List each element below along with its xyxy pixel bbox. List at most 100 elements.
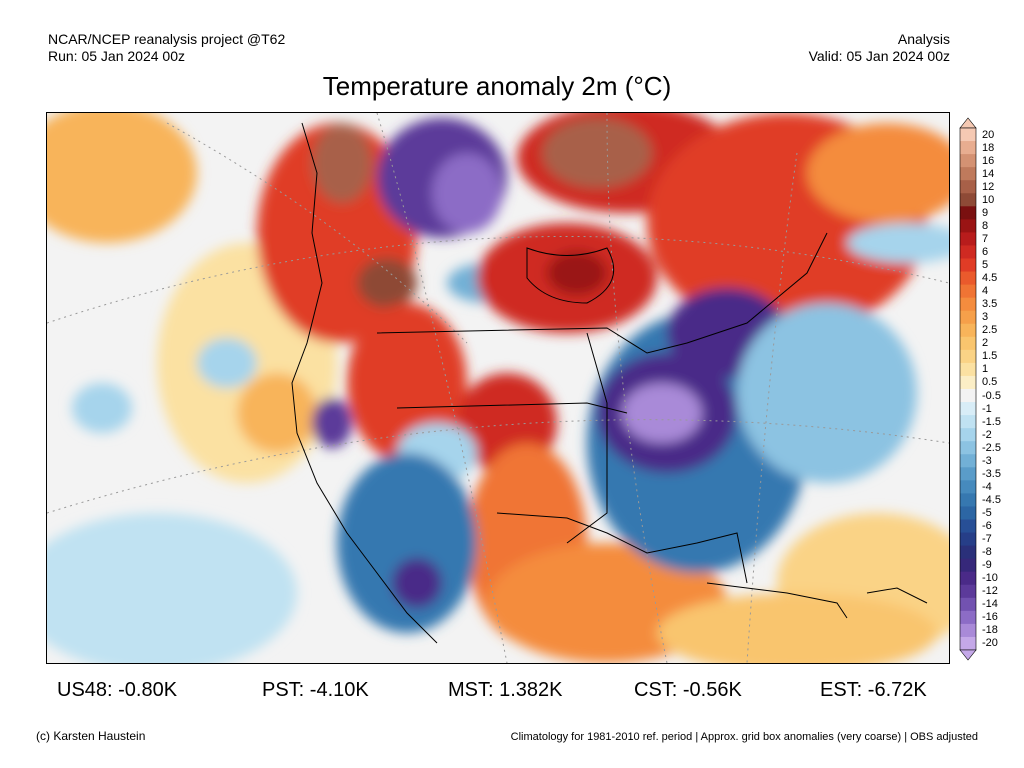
colorbar-tick-label: 8 (982, 219, 989, 232)
colorbar-swatch (960, 428, 976, 442)
stat-cst: CST: -0.56K (634, 679, 742, 701)
colorbar-swatch (960, 219, 976, 233)
colorbar-swatch (960, 415, 976, 429)
colorbar-swatch (960, 141, 976, 155)
colorbar-tick-label: -3.5 (982, 467, 1001, 480)
colorbar-swatch (960, 193, 976, 207)
colorbar-swatch (960, 310, 976, 325)
stat-us48: US48: -0.80K (57, 679, 178, 701)
colorbar-swatch (960, 584, 976, 599)
colorbar-tick-label: -6 (982, 520, 992, 533)
colorbar-tick-label: 3 (982, 311, 989, 324)
colorbar-swatch (960, 441, 976, 455)
colorbar-swatch (960, 480, 976, 494)
colorbar-tick-label: -8 (982, 546, 992, 559)
colorbar-swatch (960, 271, 976, 286)
colorbar-tick-label: 16 (982, 154, 995, 167)
colorbar-tick-label: 4.5 (982, 272, 998, 285)
coastlines (291, 122, 928, 644)
colorbar-tick-label: 9 (982, 206, 989, 219)
colorbar-tick-label: -14 (982, 598, 998, 611)
colorbar-swatch (960, 154, 976, 168)
colorbar-tick-label: -1.5 (982, 415, 1001, 428)
colorbar-tick-label: -18 (982, 624, 998, 637)
colorbar-svg (959, 117, 977, 661)
colorbar-tick-label: 12 (982, 180, 995, 193)
colorbar-swatch (960, 167, 976, 181)
credit-label: (c) Karsten Haustein (36, 729, 146, 743)
colorbar-tick-label: 20 (982, 128, 995, 141)
colorbar-swatch (960, 389, 976, 403)
project-label: NCAR/NCEP reanalysis project @T62 (48, 31, 286, 47)
run-label: Run: 05 Jan 2024 00z (48, 48, 185, 64)
colorbar-swatch (960, 402, 976, 416)
colorbar-tick-label: 1 (982, 363, 989, 376)
colorbar (958, 117, 978, 661)
colorbar-swatch (960, 493, 976, 507)
colorbar-top-arrow (959, 117, 977, 129)
colorbar-swatch (960, 284, 976, 299)
colorbar-swatch (960, 375, 976, 390)
colorbar-bottom-arrow (959, 649, 977, 661)
colorbar-tick-label: 7 (982, 232, 989, 245)
map-title: Temperature anomaly 2m (°C) (322, 71, 672, 101)
colorbar-tick-label: -2.5 (982, 441, 1001, 454)
colorbar-tick-label: -3 (982, 454, 992, 467)
colorbar-swatch (960, 623, 976, 638)
colorbar-tick-label: 0.5 (982, 376, 998, 389)
analysis-label: Analysis (897, 31, 950, 47)
colorbar-swatch (960, 571, 976, 586)
valid-label: Valid: 05 Jan 2024 00z (808, 48, 950, 64)
colorbar-tick-label: -4.5 (982, 493, 1001, 506)
colorbar-tick-label: -1 (982, 402, 992, 415)
colorbar-tick-label: -9 (982, 559, 992, 572)
colorbar-tick-label: 2.5 (982, 324, 998, 337)
colorbar-swatch (960, 258, 976, 273)
colorbar-swatch (960, 336, 976, 351)
colorbar-tick-label: -2 (982, 428, 992, 441)
anomaly-fields (47, 113, 949, 663)
colorbar-swatch (960, 323, 976, 338)
colorbar-swatch (960, 597, 976, 612)
colorbar-tick-label: 1.5 (982, 350, 998, 363)
stat-est: EST: -6.72K (820, 679, 927, 701)
colorbar-tick-label: -4 (982, 480, 992, 493)
colorbar-tick-label: 5 (982, 259, 989, 272)
colorbar-swatch (960, 558, 976, 573)
colorbar-tick-label: -16 (982, 611, 998, 624)
anomaly-map (46, 112, 950, 664)
colorbar-tick-label: 3.5 (982, 298, 998, 311)
colorbar-tick-label: 6 (982, 245, 989, 258)
anomaly-map-svg (47, 113, 949, 663)
colorbar-tick-label: 2 (982, 337, 989, 350)
colorbar-swatch (960, 362, 976, 377)
colorbar-tick-label: -0.5 (982, 389, 1001, 402)
colorbar-swatch (960, 232, 976, 246)
colorbar-swatch (960, 454, 976, 468)
colorbar-swatch (960, 506, 976, 520)
stat-pst: PST: -4.10K (262, 679, 369, 701)
colorbar-tick-label: 10 (982, 193, 995, 206)
colorbar-swatch (960, 245, 976, 259)
colorbar-swatch (960, 636, 976, 651)
colorbar-swatch (960, 545, 976, 560)
colorbar-swatch (960, 128, 976, 142)
colorbar-swatch (960, 519, 976, 534)
colorbar-swatch (960, 297, 976, 312)
colorbar-tick-label: -10 (982, 572, 998, 585)
colorbar-tick-label: 18 (982, 141, 995, 154)
header-right: Analysis Valid: 05 Jan 2024 00z (809, 31, 950, 65)
colorbar-tick-label: -5 (982, 506, 992, 519)
colorbar-tick-label: -7 (982, 533, 992, 546)
colorbar-swatch (960, 610, 976, 625)
colorbar-swatch (960, 349, 976, 364)
stat-mst: MST: 1.382K (448, 679, 563, 701)
header-left: NCAR/NCEP reanalysis project @T62 Run: 0… (48, 31, 285, 65)
footnote-label: Climatology for 1981-2010 ref. period | … (510, 731, 978, 743)
colorbar-tick-label: 14 (982, 167, 995, 180)
colorbar-tick-label: 4 (982, 285, 989, 298)
colorbar-tick-label: -20 (982, 637, 998, 650)
colorbar-swatch (960, 180, 976, 194)
colorbar-tick-label: -12 (982, 585, 998, 598)
colorbar-swatch (960, 532, 976, 547)
